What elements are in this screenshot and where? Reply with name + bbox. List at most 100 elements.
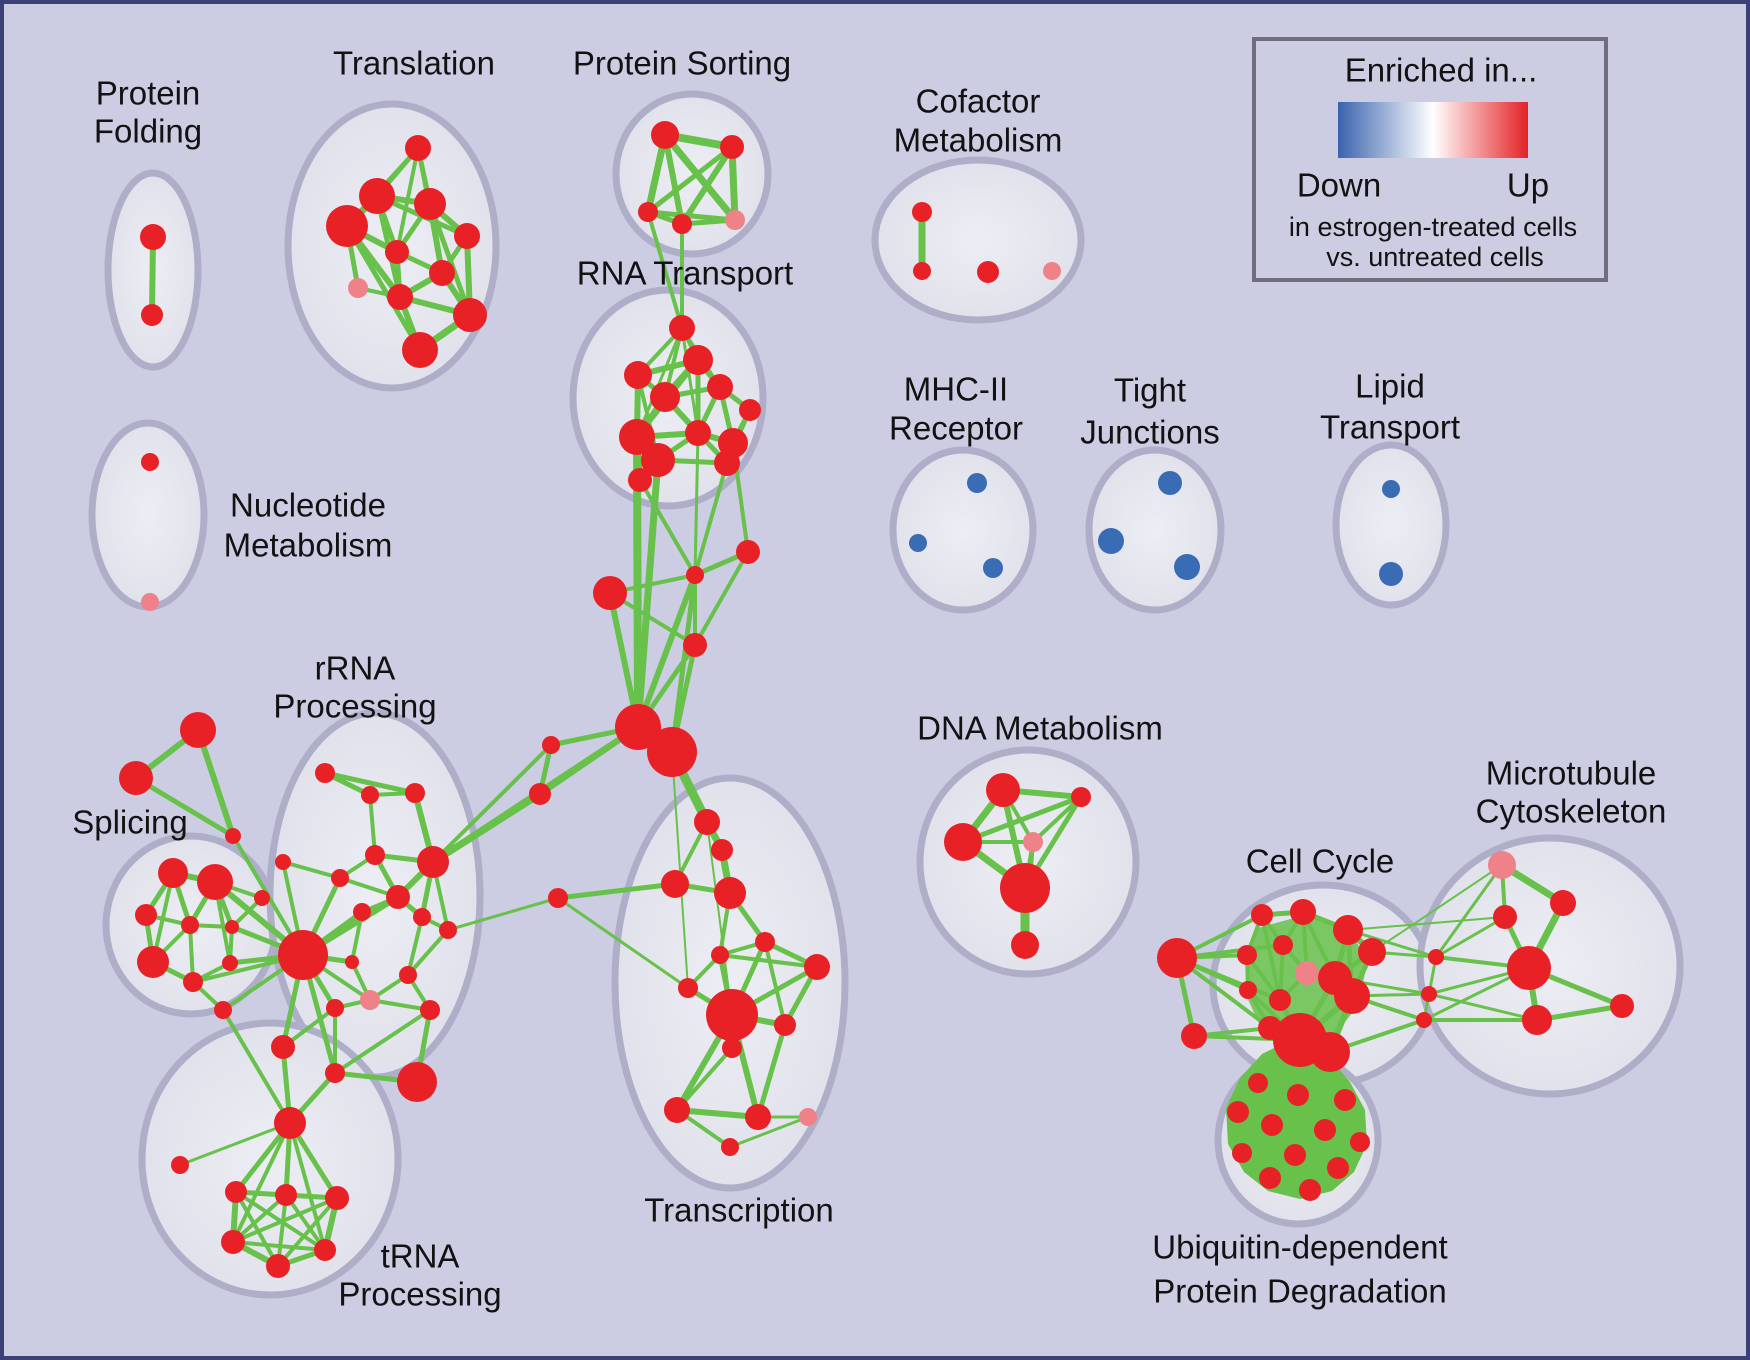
node-tn7 [711, 946, 729, 964]
node-c7 [1295, 961, 1319, 985]
edge-trh-triso [178, 1121, 292, 1167]
edge-trh-trd [231, 1121, 292, 1244]
node-rr3 [405, 783, 425, 803]
node-h2 [647, 727, 697, 777]
edge-trb-tre [284, 1193, 327, 1252]
node-lt1 [1382, 480, 1400, 498]
node-tn4 [714, 877, 746, 909]
node-f1 [1157, 938, 1197, 978]
edge-tra-trf [234, 1190, 280, 1268]
node-tn14 [745, 1104, 771, 1130]
cluster-label-splicing: Splicing [72, 804, 188, 841]
edge-nright-n645 [693, 550, 750, 647]
node-r11 [628, 468, 652, 492]
node-rr19 [325, 1063, 345, 1083]
edge-rr14-rr19 [333, 1008, 432, 1075]
edge-x1-mt1 [1434, 863, 1504, 959]
edge-d2-d4 [1031, 795, 1083, 844]
cluster-label-dna-metabolism: DNA Metabolism [917, 710, 1163, 747]
node-c3 [1333, 915, 1363, 945]
legend-caption-line1: in estrogen-treated cells [1289, 212, 1577, 242]
node-t2 [359, 178, 395, 214]
node-h1 [615, 704, 661, 750]
node-mh1 [967, 473, 987, 493]
node-r1 [669, 315, 695, 341]
node-tn12 [722, 1038, 742, 1058]
edge-c1-c10 [1260, 913, 1282, 1002]
node-d2 [1071, 787, 1091, 807]
edge-c3-mt3 [1347, 916, 1506, 931]
node-c5 [1237, 945, 1257, 965]
cluster-label-mhc-ii-receptor-line1: MHC-II [904, 371, 1008, 408]
node-c4 [1358, 938, 1386, 966]
node-sp4 [181, 916, 199, 934]
node-tri2 [119, 761, 153, 795]
node-rr13 [399, 966, 417, 984]
node-h3 [542, 736, 560, 754]
node-c9 [1239, 981, 1257, 999]
cluster-label-tight-junctions-line2: Junctions [1080, 414, 1219, 451]
node-t3 [414, 188, 446, 220]
node-tn9 [678, 978, 698, 998]
node-x2 [1421, 986, 1437, 1002]
node-t4 [326, 205, 368, 247]
node-sp2 [197, 864, 233, 900]
node-r5 [650, 382, 680, 412]
node-c14 [1310, 1032, 1350, 1072]
node-u4 [1227, 1101, 1249, 1123]
node-tn16 [721, 1138, 739, 1156]
node-cm2 [913, 262, 931, 280]
cluster-ellipse-lipid-transport [1332, 441, 1450, 609]
legend-box [1252, 37, 1608, 282]
edge-x1-mt3 [1434, 915, 1507, 959]
edge-tn6-tn11 [763, 940, 787, 1027]
node-t7 [429, 260, 455, 286]
node-tn3 [661, 870, 689, 898]
cluster-label-mhc-ii-receptor-line2: Receptor [889, 410, 1023, 447]
edge-rr1-rr3 [322, 770, 418, 796]
edge-trc-trd [231, 1196, 339, 1244]
cluster-label-cell-cycle: Cell Cycle [1246, 843, 1395, 880]
edge-ps3-r1 [646, 210, 684, 330]
cluster-label-cofactor-metabolism-line2: Metabolism [894, 122, 1063, 159]
edge-tn3-tn5 [555, 881, 678, 901]
node-nleft [593, 576, 627, 610]
node-r3 [683, 345, 713, 375]
node-x3 [1416, 1012, 1432, 1028]
node-sp7 [137, 946, 169, 978]
node-trf [266, 1254, 290, 1278]
edge-rr2-rr4 [368, 793, 377, 857]
node-t10 [453, 298, 487, 332]
cluster-label-protein-sorting: Protein Sorting [573, 45, 791, 82]
node-tra [225, 1181, 247, 1203]
node-mt3 [1493, 905, 1517, 929]
cluster-ellipse-cofactor-metabolism [871, 156, 1085, 324]
node-btw1 [271, 1035, 295, 1059]
node-x1 [1428, 949, 1444, 965]
edge-tn12-tn13 [675, 1046, 734, 1112]
edge-rr12-rr14 [368, 998, 432, 1012]
node-u8 [1232, 1143, 1252, 1163]
node-r12 [739, 399, 761, 421]
node-cm3 [977, 261, 999, 283]
node-mt4 [1507, 946, 1551, 990]
node-trc [325, 1186, 349, 1210]
legend: Enriched in... Down Up in estrogen-treat… [1252, 37, 1608, 282]
node-ps1 [651, 121, 679, 149]
cluster-label-ubiquitin-dependent-protein-degradation-line2: Protein Degradation [1153, 1273, 1447, 1310]
cluster-label-rrna-processing-line1: rRNA [315, 650, 396, 687]
cluster-label-tight-junctions-line1: Tight [1114, 372, 1186, 409]
node-ps4 [672, 214, 692, 234]
node-lt2 [1379, 562, 1403, 586]
node-trb [275, 1184, 297, 1206]
node-rr7 [386, 885, 410, 909]
node-rr8 [353, 903, 371, 921]
node-t9 [387, 284, 413, 310]
node-tri1 [180, 712, 216, 748]
node-trh [274, 1107, 306, 1139]
node-nmid [686, 566, 704, 584]
node-u9 [1284, 1144, 1306, 1166]
edge-r1-r7 [680, 326, 700, 435]
